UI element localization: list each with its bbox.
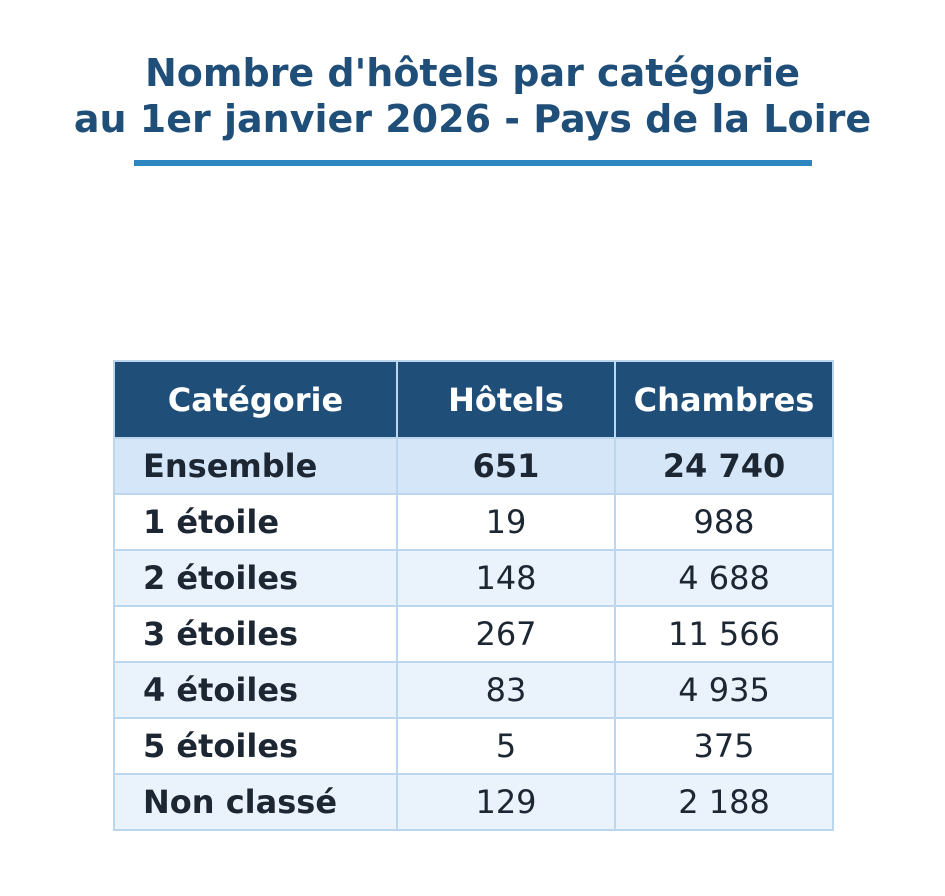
cell-category: 1 étoile	[113, 493, 398, 551]
hotels-table: Catégorie Hôtels Chambres Ensemble 651 24 …	[113, 360, 834, 831]
cell-rooms: 2 188	[614, 773, 834, 831]
cell-hotels: 129	[396, 773, 616, 831]
cell-hotels: 267	[396, 605, 616, 663]
title-underline	[134, 160, 812, 166]
cell-hotels: 5	[396, 717, 616, 775]
cell-category: 2 étoiles	[113, 549, 398, 607]
column-header-rooms: Chambres	[614, 360, 834, 439]
cell-rooms: 375	[614, 717, 834, 775]
column-header-hotels: Hôtels	[396, 360, 616, 439]
table-row: 5 étoiles 5 375	[113, 717, 834, 775]
table-row: Non classé 129 2 188	[113, 773, 834, 831]
cell-hotels: 651	[396, 437, 616, 495]
chart-title-line-1: Nombre d'hôtels par catégorie	[144, 51, 801, 95]
table-row: 2 étoiles 148 4 688	[113, 549, 834, 607]
table-body: Ensemble 651 24 740 1 étoile 19 988 2 étoiles 1…	[113, 437, 834, 831]
table-row-total: Ensemble 651 24 740	[113, 437, 834, 495]
cell-category: 5 étoiles	[113, 717, 398, 775]
cell-category: Ensemble	[113, 437, 398, 495]
cell-rooms: 4 688	[614, 549, 834, 607]
cell-rooms: 988	[614, 493, 834, 551]
cell-rooms: 11 566	[614, 605, 834, 663]
table-row: 4 étoiles 83 4 935	[113, 661, 834, 719]
cell-category: 3 étoiles	[113, 605, 398, 663]
cell-category: Non classé	[113, 773, 398, 831]
cell-hotels: 83	[396, 661, 616, 719]
chart-title: Nombre d'hôtels par catégorie au 1er jan…	[0, 50, 945, 142]
column-header-category: Catégorie	[113, 360, 398, 439]
chart-title-line-2: au 1er janvier 2026 - Pays de la Loire	[73, 97, 872, 141]
cell-rooms: 4 935	[614, 661, 834, 719]
table-header-row: Catégorie Hôtels Chambres	[113, 360, 834, 439]
cell-rooms: 24 740	[614, 437, 834, 495]
table-row: 3 étoiles 267 11 566	[113, 605, 834, 663]
cell-category: 4 étoiles	[113, 661, 398, 719]
cell-hotels: 19	[396, 493, 616, 551]
cell-hotels: 148	[396, 549, 616, 607]
table-row: 1 étoile 19 988	[113, 493, 834, 551]
